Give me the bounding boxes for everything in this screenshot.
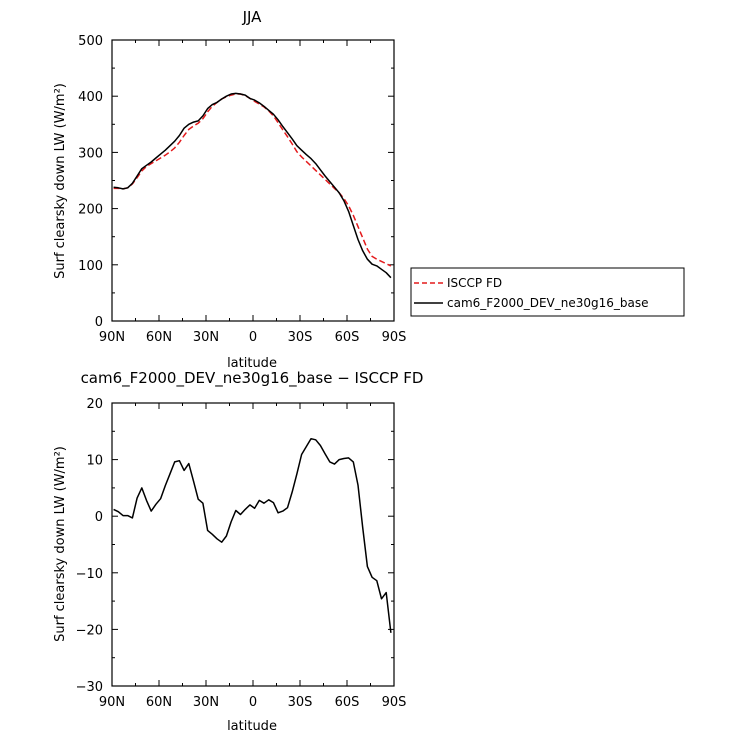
top-panel-title: JJA xyxy=(242,8,263,26)
top-panel: JJA 90N 60N 30N 0 30S 60S 90S0100200300400500 … xyxy=(53,8,685,371)
legend-label-isccp: ISCCP FD xyxy=(447,276,502,290)
x-tick-label: 30S xyxy=(288,695,313,710)
x-tick-label: 30N xyxy=(193,695,219,710)
bottom-panel-title: cam6_F2000_DEV_ne30g16_base − ISCCP FD xyxy=(81,369,424,388)
plot-frame xyxy=(111,39,395,322)
x-tick-label: 0 xyxy=(249,695,257,710)
legend-box xyxy=(410,267,685,317)
bottom-panel-ylabel: Surf clearsky down LW (W/m²) xyxy=(53,446,68,642)
y-tick-label: 10 xyxy=(86,454,103,469)
y-tick-label: 200 xyxy=(78,203,103,218)
y-tick-label: −30 xyxy=(76,680,103,695)
x-tick-label: 90S xyxy=(382,695,407,710)
x-tick-label: 30N xyxy=(193,330,219,345)
x-tick-label: 60S xyxy=(335,695,360,710)
y-tick-label: 0 xyxy=(95,315,103,330)
series-line-0-0 xyxy=(113,93,392,267)
y-tick-label: 20 xyxy=(86,397,103,412)
x-tick-label: 60S xyxy=(335,330,360,345)
y-tick-label: 100 xyxy=(78,259,103,274)
y-tick-label: 400 xyxy=(78,90,103,105)
x-tick-label: 60N xyxy=(146,330,172,345)
x-tick-label: 90N xyxy=(99,695,125,710)
top-panel-ylabel: Surf clearsky down LW (W/m²) xyxy=(53,83,68,279)
top-panel-marks: 90N 60N 30N 0 30S 60S 90S 0 100 200 300 400 500 xyxy=(78,34,406,345)
bottom-panel: cam6_F2000_DEV_ne30g16_base − ISCCP FD 9… xyxy=(53,369,423,734)
series-line-0-1 xyxy=(113,92,392,279)
legend: ISCCP FD cam6_F2000_DEV_ne30g16_base xyxy=(410,267,685,317)
y-tick-label: 0 xyxy=(95,510,103,525)
bottom-panel-marks: 90N 60N 30N 0 30S 60S 90S −30 −20 −10 0 10 20 xyxy=(76,397,407,710)
top-panel-xlabel: latitude xyxy=(227,356,277,371)
bottom-panel-xlabel: latitude xyxy=(227,719,277,734)
y-tick-label: −10 xyxy=(76,567,103,582)
y-tick-label: 500 xyxy=(78,34,103,49)
series-line-1-0 xyxy=(113,437,392,633)
x-tick-label: 30S xyxy=(288,330,313,345)
plot-frame xyxy=(111,402,395,687)
x-tick-label: 0 xyxy=(249,330,257,345)
legend-label-cam6: cam6_F2000_DEV_ne30g16_base xyxy=(447,296,649,310)
x-tick-label: 90N xyxy=(99,330,125,345)
x-tick-label: 90S xyxy=(382,330,407,345)
y-tick-label: 300 xyxy=(78,146,103,161)
x-tick-label: 60N xyxy=(146,695,172,710)
y-tick-label: −20 xyxy=(76,623,103,638)
